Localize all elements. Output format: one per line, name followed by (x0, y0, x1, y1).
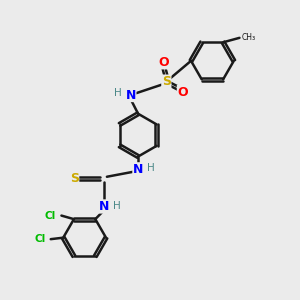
Text: H: H (114, 88, 122, 98)
Text: N: N (133, 163, 143, 176)
Text: S: S (70, 172, 79, 185)
Text: CH₃: CH₃ (242, 33, 256, 42)
Text: Cl: Cl (45, 211, 56, 220)
Text: S: S (162, 75, 171, 88)
Text: H: H (112, 202, 120, 212)
Text: O: O (158, 56, 169, 69)
Text: N: N (125, 88, 136, 101)
Text: O: O (177, 85, 188, 98)
Text: H: H (147, 163, 154, 173)
Text: N: N (99, 200, 109, 213)
Text: Cl: Cl (34, 234, 45, 244)
